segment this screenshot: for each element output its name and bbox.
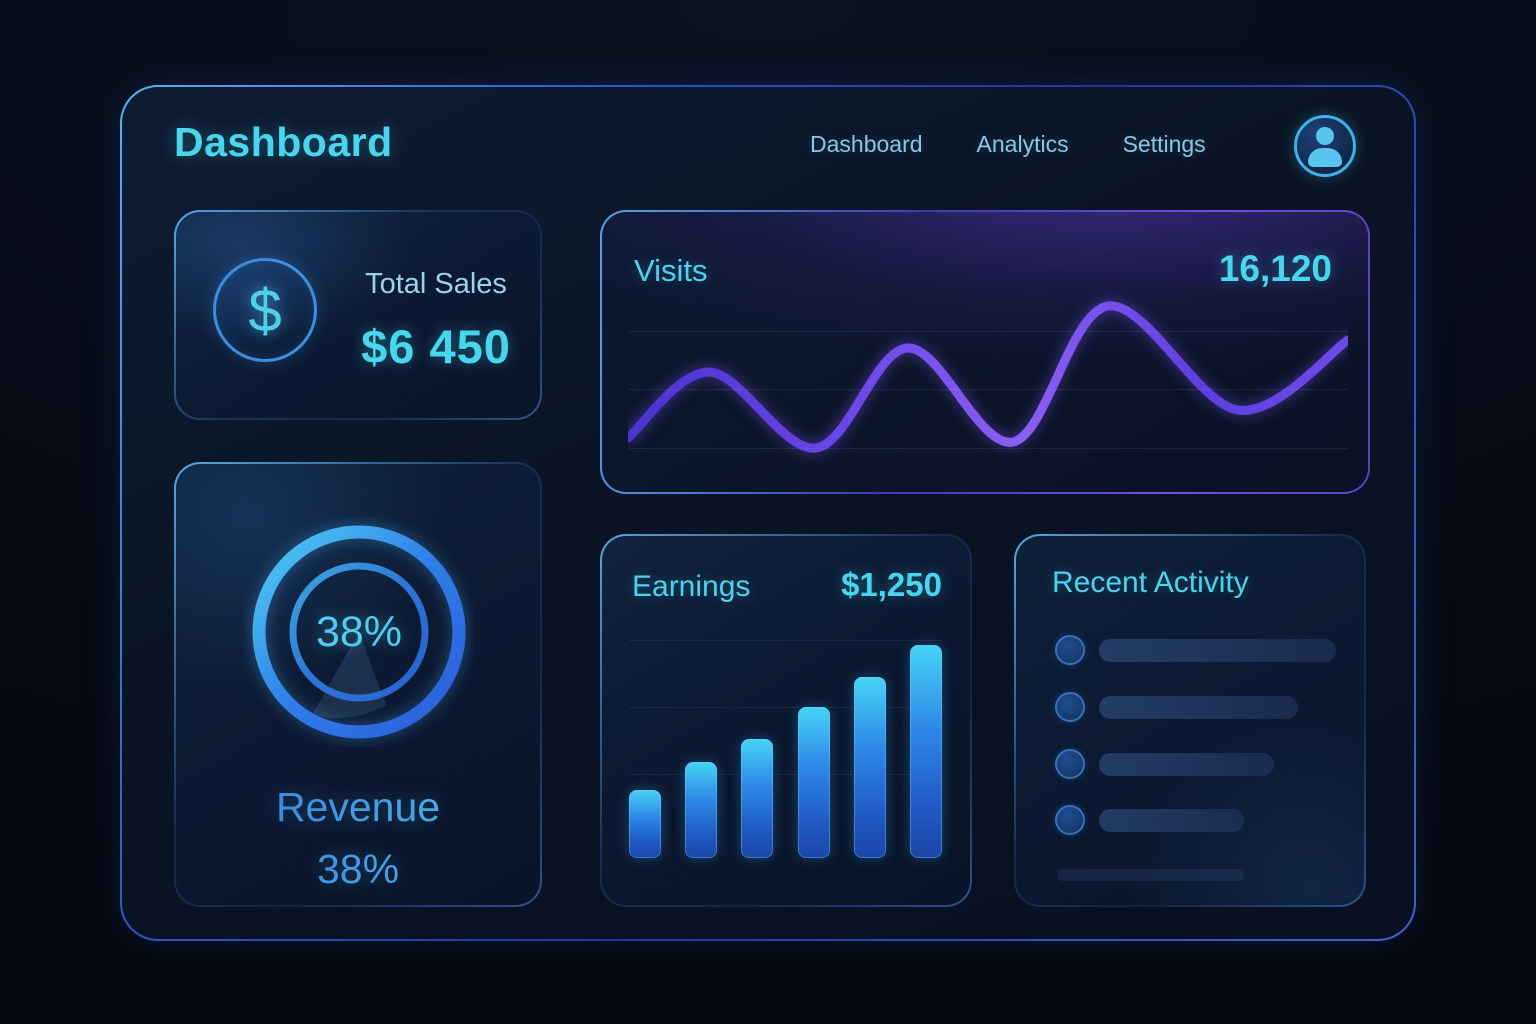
bullet-dot-icon [1055,635,1085,665]
recent-activity-label: Recent Activity [1052,566,1249,599]
user-avatar-icon[interactable] [1294,115,1356,177]
visits-card: Visits 16,120 [600,210,1370,494]
total-sales-label: Total Sales [365,268,507,300]
revenue-card: 38% Revenue 38% [174,462,542,907]
chart-gridline [628,389,1348,390]
earnings-label: Earnings [632,570,751,603]
chart-gridline [629,640,942,641]
earnings-bar [909,645,942,858]
total-sales-card: $ Total Sales $6 450 [174,210,542,420]
visits-line-svg [623,301,1353,453]
chart-gridline [628,331,1348,332]
earnings-card: Earnings $1,250 [600,534,972,907]
chart-gridline [628,448,1348,449]
revenue-label: Revenue [176,784,540,831]
revenue-center-percent: 38% [315,607,403,656]
earnings-bar-chart [629,638,942,858]
revenue-percent: 38% [176,846,540,893]
avatar-head-shape [1316,127,1334,145]
recent-activity-card: Recent Activity [1014,534,1366,907]
total-sales-value: $6 450 [361,320,511,373]
earnings-bar [629,790,661,858]
activity-bar [1099,808,1244,832]
main-panel: Dashboard Dashboard Analytics Settings $… [120,85,1416,941]
nav-item-settings[interactable]: Settings [1122,131,1206,157]
activity-row [1055,692,1298,722]
dollar-icon: $ [213,258,317,362]
avatar-body-shape [1308,148,1342,167]
visits-line-chart [623,290,1353,480]
visits-value: 16,120 [1218,248,1332,289]
top-nav: Dashboard Analytics Settings [810,131,1206,158]
earnings-bar [797,707,830,858]
activity-bar [1099,695,1298,719]
earnings-bar [685,762,718,858]
bullet-dot-icon [1055,692,1085,722]
main-panel-surface: Dashboard Dashboard Analytics Settings $… [122,87,1414,939]
bullet-dot-icon [1055,749,1085,779]
chart-gridline [629,774,942,775]
activity-bar [1099,638,1336,662]
chart-gridline [629,707,942,708]
page-title: Dashboard [174,119,393,165]
donut-outer-ring [252,525,466,739]
donut-inner-ring [289,562,429,702]
earnings-bar [853,677,886,858]
bullet-dot-icon [1055,805,1085,835]
visits-label: Visits [634,253,708,288]
activity-bar [1099,752,1274,776]
revenue-donut-svg [252,525,466,739]
visits-line-path [623,301,1353,453]
activity-row [1055,635,1336,665]
earnings-value: $1,250 [841,566,942,603]
revenue-donut-chart: 38% [244,517,474,747]
nav-item-dashboard[interactable]: Dashboard [810,131,923,157]
nav-item-analytics[interactable]: Analytics [976,131,1069,157]
activity-row [1055,805,1244,835]
earnings-bar [741,739,774,858]
activity-row [1055,749,1274,779]
activity-ghost-row [1057,869,1244,881]
